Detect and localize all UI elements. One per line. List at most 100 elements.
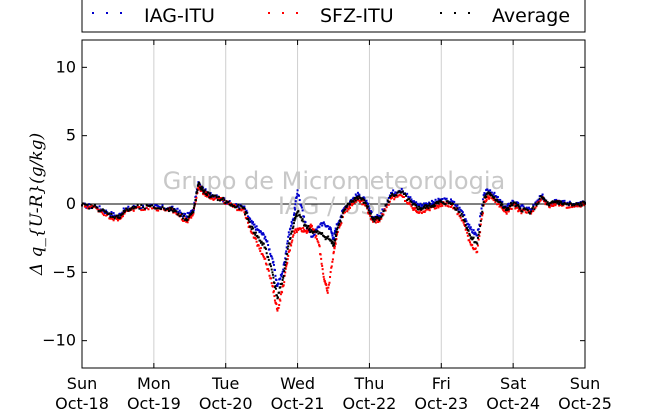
data-point-fill [437,206,440,209]
data-point-fill [470,228,473,231]
data-point-fill [214,196,217,199]
data-point-fill [375,219,378,222]
data-point-fill [361,197,364,200]
data-point-fill [523,207,526,210]
data-point-fill [420,208,423,211]
data-point-fill [468,223,471,226]
data-point-fill [279,277,282,280]
data-point-fill [365,204,368,207]
data-point-fill [500,202,503,205]
data-point [106,212,109,215]
data-point-fill [447,202,450,205]
data-point-fill [258,247,261,250]
data-point [296,211,299,214]
data-point-fill [354,200,357,203]
data-point-fill [442,201,445,204]
x-tick-label-date: Oct-20 [199,394,253,409]
data-point-fill [316,230,319,233]
data-point-fill [383,208,386,211]
data-point-fill [482,201,485,204]
data-point-fill [358,193,361,196]
data-point-fill [360,198,363,201]
data-point-fill [121,215,124,218]
data-point [497,198,500,201]
data-point-fill [195,196,198,199]
data-point-fill [86,205,89,208]
data-point-fill [463,220,466,223]
data-point-fill [447,201,450,204]
data-point-fill [459,214,462,217]
data-point-fill [179,211,182,214]
data-point-fill [438,198,441,201]
data-point [95,206,98,209]
x-tick-label-day: Fri [432,374,451,393]
data-point-fill [369,210,372,213]
data-point-fill [275,283,278,286]
x-tick-label-date: Oct-25 [558,394,612,409]
data-point-fill [267,244,270,247]
data-point-fill [493,196,496,199]
data-point-fill [538,195,541,198]
data-point-fill [230,204,233,207]
data-point-fill [532,210,535,213]
data-point-fill [430,199,433,202]
data-point-fill [331,258,334,261]
data-point-fill [279,293,282,296]
data-point-fill [250,219,253,222]
data-point-fill [262,242,265,245]
x-tick-label-day: Tue [211,374,239,393]
data-point-fill [296,227,299,230]
data-point-fill [236,205,239,208]
data-point-fill [138,207,141,210]
data-point [364,202,367,205]
data-point [512,200,515,203]
data-point-fill [160,207,163,210]
data-point-fill [409,203,412,206]
data-point-fill [318,226,321,229]
data-point-fill [505,206,508,209]
data-point-fill [169,206,172,209]
data-point [310,230,313,233]
data-point-fill [307,224,310,227]
data-point-fill [419,207,422,210]
data-point-fill [327,283,330,286]
x-tick-label-date: Oct-22 [343,394,397,409]
data-point-fill [361,199,364,202]
data-point-fill [302,220,305,223]
data-point-fill [208,194,211,197]
data-point-fill [524,208,527,211]
data-point-fill [321,268,324,271]
data-point-fill [536,201,539,204]
data-point-fill [396,195,399,198]
data-point-fill [449,198,452,201]
data-point [264,257,267,260]
legend-label: SFZ-ITU [320,5,394,27]
data-point [287,254,290,257]
data-point-fill [112,216,115,219]
data-point-fill [443,203,446,206]
data-point-fill [464,218,467,221]
data-point-fill [237,205,240,208]
data-point-fill [485,195,488,198]
data-point-fill [218,197,221,200]
data-point-fill [485,200,488,203]
y-tick-label: 0 [66,194,76,213]
data-point-fill [521,210,524,213]
data-point-fill [322,221,325,224]
data-point-fill [291,230,294,233]
data-point-fill [162,208,165,211]
data-point [124,209,127,212]
data-point-fill [399,194,402,197]
data-point-fill [126,209,129,212]
data-point-fill [415,204,418,207]
data-point-fill [89,206,92,209]
data-point-fill [286,247,289,250]
data-point-fill [120,216,123,219]
data-point-fill [358,195,361,198]
data-point-fill [183,212,186,215]
data-point-fill [377,221,380,224]
data-point-fill [487,189,490,192]
data-point-fill [83,205,86,208]
data-point-fill [538,200,541,203]
data-point-fill [572,205,575,208]
